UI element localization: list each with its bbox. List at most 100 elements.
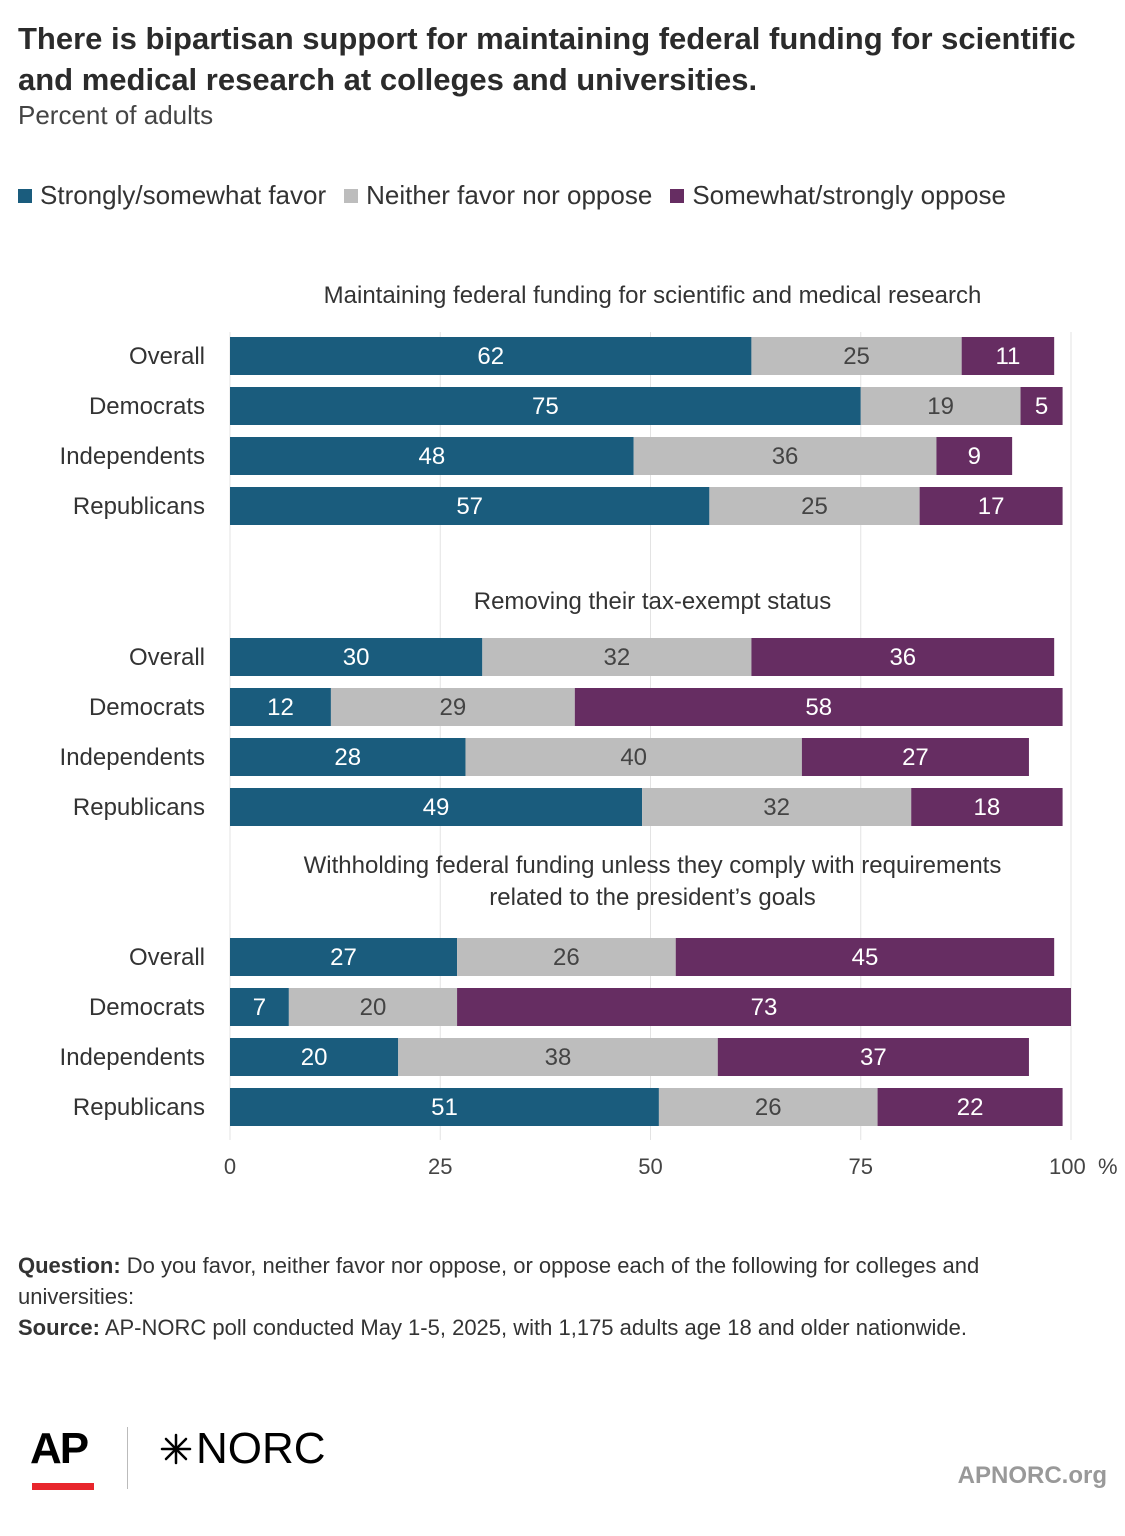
question-label: Question:: [18, 1253, 121, 1278]
data-label: 36: [889, 644, 916, 671]
data-label: 18: [974, 794, 1001, 821]
data-label: 37: [860, 1044, 887, 1071]
row-label: Independents: [60, 443, 205, 470]
data-label: 48: [418, 443, 445, 470]
row-label: Republicans: [73, 493, 205, 520]
legend-item-oppose: Somewhat/strongly oppose: [670, 180, 1006, 211]
data-label: 49: [423, 794, 450, 821]
data-label: 19: [927, 393, 954, 420]
bar-segment: [457, 938, 676, 976]
bar-segment: [288, 988, 458, 1026]
bar-segment: [230, 788, 643, 826]
chart-title: There is bipartisan support for maintain…: [18, 21, 1076, 97]
bar-segment: [919, 487, 1063, 525]
data-label: 26: [553, 944, 580, 971]
row-label: Overall: [129, 343, 205, 370]
bar-segment: [465, 738, 802, 776]
panel-title: related to the president’s goals: [489, 884, 815, 911]
footnote: Question: Do you favor, neither favor no…: [18, 1250, 1098, 1343]
data-label: 12: [267, 694, 294, 721]
stacked-bar-chart: Maintaining federal funding for scientif…: [60, 282, 1118, 1179]
row-label: Overall: [129, 644, 205, 671]
source-text: AP-NORC poll conducted May 1-5, 2025, wi…: [104, 1315, 968, 1340]
row-label: Democrats: [89, 994, 205, 1021]
question-text: Do you favor, neither favor nor oppose, …: [18, 1253, 980, 1309]
data-label: 62: [477, 343, 504, 370]
bar-segment: [230, 337, 752, 375]
legend: Strongly/somewhat favor Neither favor no…: [18, 180, 1125, 211]
legend-swatch-neither: [344, 188, 359, 203]
bar-segment: [877, 1088, 1063, 1126]
panel-title: Maintaining federal funding for scientif…: [324, 282, 982, 309]
legend-item-favor: Strongly/somewhat favor: [18, 180, 326, 211]
bar-segment: [751, 638, 1055, 676]
data-label: 17: [978, 493, 1005, 520]
bar-segment: [1020, 387, 1063, 425]
bar-segment: [230, 1038, 399, 1076]
panel-title: Removing their tax-exempt status: [474, 588, 831, 615]
data-label: 32: [604, 644, 631, 671]
bar-segment: [230, 938, 458, 976]
row-label: Democrats: [89, 694, 205, 721]
bar-segment: [230, 487, 710, 525]
bar-segment: [230, 738, 466, 776]
data-label: 26: [755, 1094, 782, 1121]
data-label: 32: [763, 794, 790, 821]
bar-segment: [398, 1038, 718, 1076]
data-label: 75: [532, 393, 559, 420]
data-label: 20: [301, 1044, 328, 1071]
data-label: 20: [360, 994, 387, 1021]
bar-segment: [936, 437, 1013, 475]
row-label: Independents: [60, 744, 205, 771]
data-label: 29: [440, 694, 467, 721]
bar-segment: [230, 437, 634, 475]
data-label: 58: [805, 694, 832, 721]
bar-segment: [961, 337, 1055, 375]
legend-label-oppose: Somewhat/strongly oppose: [692, 180, 1006, 210]
data-label: 25: [801, 493, 828, 520]
bar-segment: [860, 387, 1021, 425]
bar-segment: [911, 788, 1063, 826]
x-tick-label: 75: [849, 1154, 873, 1179]
bar-segment: [230, 387, 861, 425]
site-url: APNORC.org: [957, 1462, 1107, 1489]
data-label: 27: [330, 944, 357, 971]
x-axis-unit: %: [1098, 1154, 1118, 1179]
chart-subtitle: Percent of adults: [18, 100, 214, 130]
bar-segment: [642, 788, 912, 826]
x-tick-label: 25: [428, 1154, 452, 1179]
legend-item-neither: Neither favor nor oppose: [344, 180, 652, 211]
row-label: Republicans: [73, 1094, 205, 1121]
bar-segment: [633, 437, 937, 475]
data-label: 28: [334, 744, 361, 771]
legend-swatch-favor: [18, 188, 32, 203]
bar-segment: [482, 638, 752, 676]
bar-segment: [574, 688, 1063, 726]
norc-star-icon: [160, 1433, 192, 1465]
data-label: 5: [1035, 393, 1048, 420]
bar-segment: [230, 638, 483, 676]
bar-segment: [675, 938, 1055, 976]
data-label: 51: [431, 1094, 458, 1121]
bar-segment: [230, 1088, 659, 1126]
data-label: 9: [968, 443, 981, 470]
row-label: Democrats: [89, 393, 205, 420]
bar-segment: [717, 1038, 1029, 1076]
bar-segment: [330, 688, 575, 726]
source-note: Source: AP-NORC poll conducted May 1-5, …: [18, 1312, 1098, 1343]
x-tick-label: 50: [638, 1154, 662, 1179]
legend-label-favor: Strongly/somewhat favor: [40, 180, 327, 210]
bar-segment: [751, 337, 962, 375]
source-label: Source:: [18, 1315, 100, 1340]
logo-divider: [127, 1427, 128, 1489]
bar-segment: [801, 738, 1029, 776]
row-label: Independents: [60, 1044, 205, 1071]
legend-swatch-oppose: [670, 188, 685, 203]
data-label: 45: [852, 944, 879, 971]
row-label: Overall: [129, 944, 205, 971]
data-label: 40: [620, 744, 647, 771]
panel-title: Withholding federal funding unless they …: [304, 852, 1002, 879]
legend-label-neither: Neither favor nor oppose: [366, 180, 653, 210]
data-label: 27: [902, 744, 929, 771]
data-label: 22: [957, 1094, 984, 1121]
